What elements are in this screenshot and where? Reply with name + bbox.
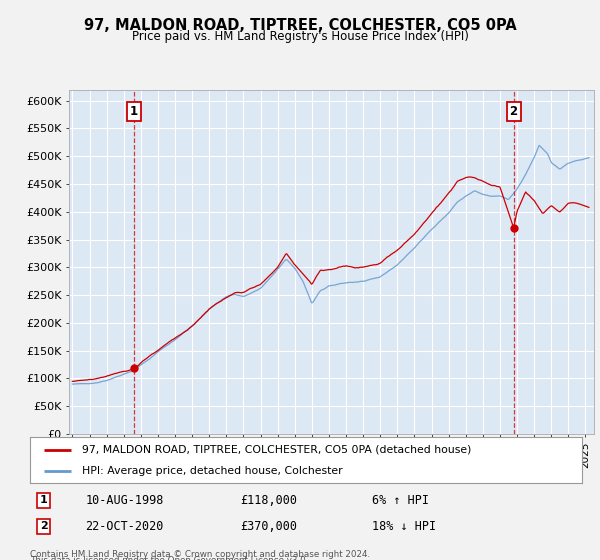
Text: £118,000: £118,000	[240, 494, 297, 507]
Text: Price paid vs. HM Land Registry's House Price Index (HPI): Price paid vs. HM Land Registry's House …	[131, 30, 469, 43]
Text: 1: 1	[40, 495, 47, 505]
Text: 1: 1	[130, 105, 138, 118]
Text: 6% ↑ HPI: 6% ↑ HPI	[372, 494, 429, 507]
Text: 97, MALDON ROAD, TIPTREE, COLCHESTER, CO5 0PA: 97, MALDON ROAD, TIPTREE, COLCHESTER, CO…	[83, 18, 517, 33]
Text: Contains HM Land Registry data © Crown copyright and database right 2024.: Contains HM Land Registry data © Crown c…	[30, 550, 370, 559]
Text: 10-AUG-1998: 10-AUG-1998	[85, 494, 164, 507]
Text: 2: 2	[40, 521, 47, 531]
Text: 22-OCT-2020: 22-OCT-2020	[85, 520, 164, 533]
Text: 2: 2	[509, 105, 518, 118]
Text: £370,000: £370,000	[240, 520, 297, 533]
Text: 18% ↓ HPI: 18% ↓ HPI	[372, 520, 436, 533]
Text: This data is licensed under the Open Government Licence v3.0.: This data is licensed under the Open Gov…	[30, 556, 308, 560]
Text: 97, MALDON ROAD, TIPTREE, COLCHESTER, CO5 0PA (detached house): 97, MALDON ROAD, TIPTREE, COLCHESTER, CO…	[82, 445, 472, 455]
Text: HPI: Average price, detached house, Colchester: HPI: Average price, detached house, Colc…	[82, 466, 343, 476]
